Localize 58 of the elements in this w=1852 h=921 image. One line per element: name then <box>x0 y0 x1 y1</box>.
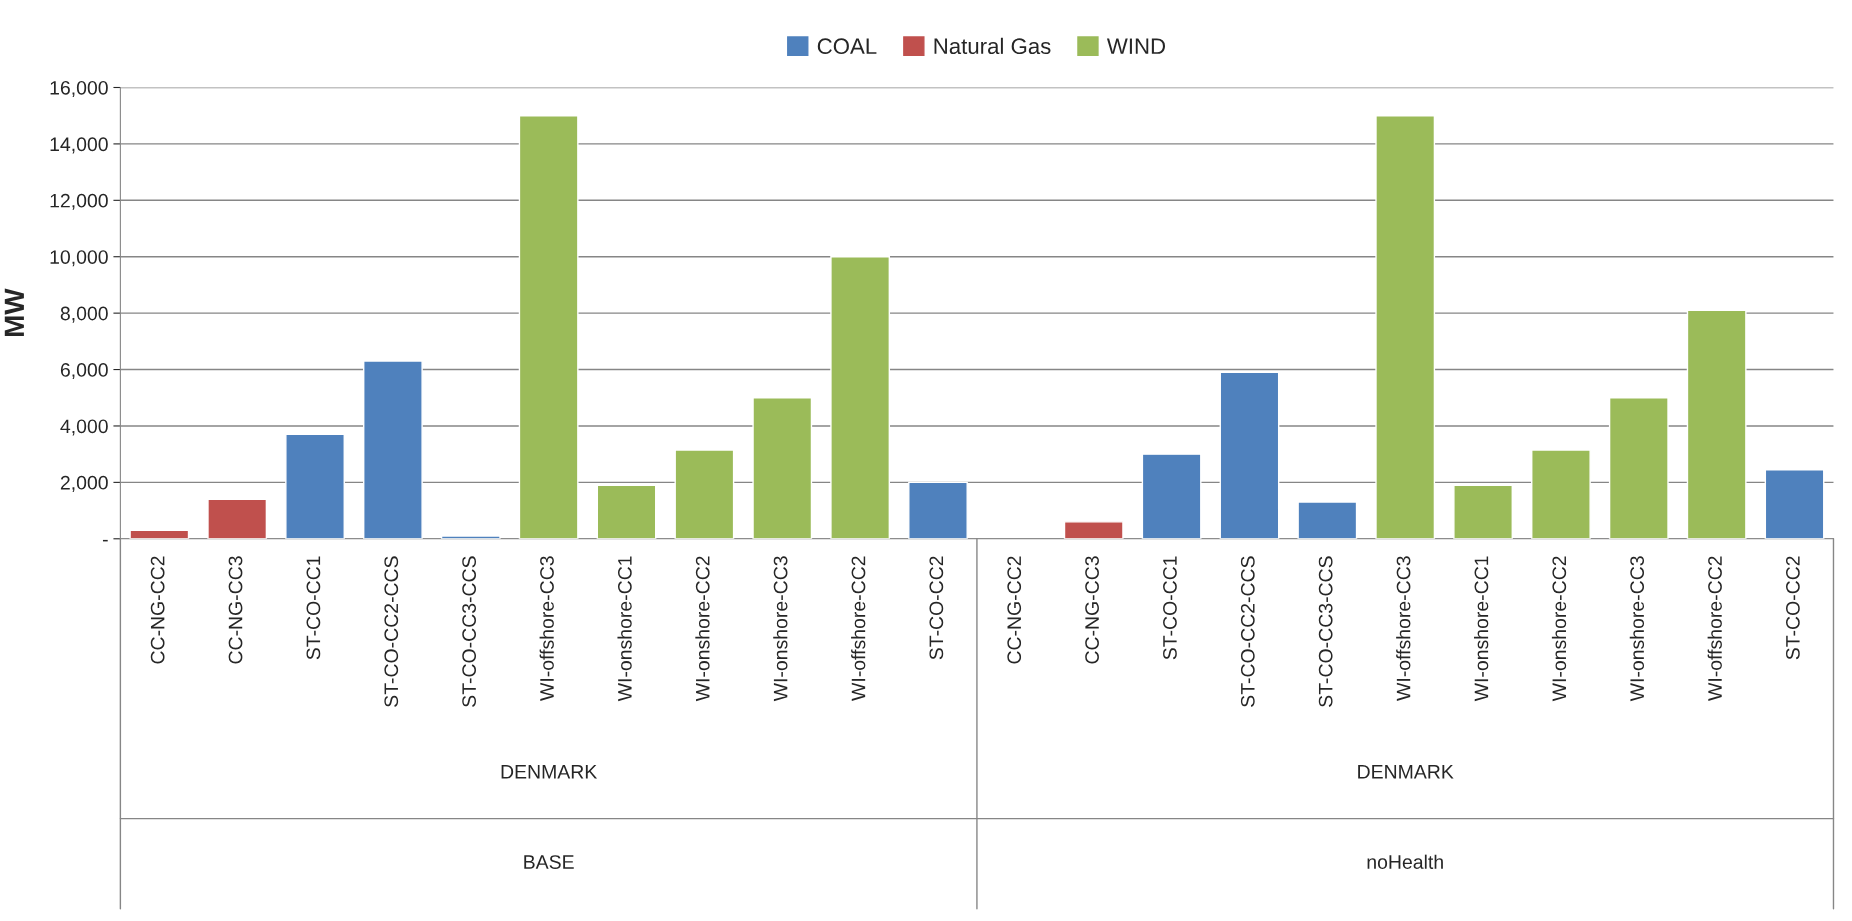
x-tick-label: CC-NG-CC3 <box>1085 556 1099 664</box>
bar <box>752 397 813 539</box>
bar <box>518 115 579 539</box>
text: BASE <box>524 855 574 869</box>
bar <box>1063 521 1124 539</box>
y-tick-label: - <box>102 539 108 542</box>
x-tick-label: CC-NG-CC2 <box>150 556 165 664</box>
x-tick-label: ST-CO-CC2-CCS <box>1240 556 1255 707</box>
bar <box>285 433 345 539</box>
bar <box>674 449 735 539</box>
x-tick-label: WI-offshore-CC2 <box>1707 556 1722 701</box>
bar <box>830 256 891 539</box>
y-tick-label: 12,000 <box>50 193 108 210</box>
x-tick-label: WI-onshore-CC1 <box>1474 556 1489 702</box>
bar <box>1375 115 1436 539</box>
bar <box>363 360 423 539</box>
text: noHealth <box>1367 854 1443 869</box>
x-tick-label: CC-NG-CC3 <box>228 556 243 664</box>
x-tick-label: WI-onshore-CC2 <box>695 556 710 702</box>
bar <box>1608 397 1669 539</box>
x-tick-label: WI-onshore-CC2 <box>1551 556 1567 702</box>
bar <box>1686 309 1747 539</box>
y-tick-label: 2,000 <box>60 475 108 492</box>
y-tick-label: 6,000 <box>60 363 108 380</box>
x-tick-label: WI-onshore-CC1 <box>617 556 632 702</box>
x-tick-label: CC-NG-CC2 <box>1007 556 1022 664</box>
x-tick-label: WI-offshore-CC3 <box>539 556 554 701</box>
text: DENMARK <box>501 765 598 779</box>
bar <box>1297 501 1358 539</box>
bar <box>1531 449 1591 539</box>
y-tick-label: 16,000 <box>50 80 108 98</box>
x-tick-label: WI-onshore-CC3 <box>1629 556 1645 702</box>
bar <box>1141 453 1202 539</box>
x-tick-label: ST-CO-CC3-CCS <box>462 556 477 707</box>
x-tick-label: ST-CO-CC1 <box>306 556 321 660</box>
legend-label: WIND <box>1106 38 1166 54</box>
legend-label: Natural Gas <box>934 37 1051 55</box>
y-tick-label: 10,000 <box>50 250 108 267</box>
x-tick-label: WI-offshore-CC2 <box>851 556 866 701</box>
y-tick-label: 8,000 <box>60 306 108 323</box>
bar <box>1764 468 1825 539</box>
x-tick-label: ST-CO-CC1 <box>1163 556 1177 660</box>
y-tick-label: 4,000 <box>60 419 108 436</box>
x-tick-label: WI-onshore-CC3 <box>773 556 788 702</box>
y-axis-title: MW <box>4 288 24 336</box>
x-tick-label: ST-CO-CC3-CCS <box>1318 556 1333 707</box>
bar <box>207 498 268 539</box>
bar <box>1453 484 1513 539</box>
bar <box>908 481 968 539</box>
y-tick-label: 14,000 <box>50 137 108 154</box>
x-tick-label: WI-offshore-CC3 <box>1396 556 1411 701</box>
text: DENMARK <box>1358 765 1454 779</box>
x-tick-label: ST-CO-CC2 <box>1786 556 1800 660</box>
legend-label: COAL <box>817 38 877 55</box>
x-tick-label: ST-CO-CC2 <box>929 556 944 660</box>
bar <box>596 484 657 539</box>
x-tick-label: ST-CO-CC2-CCS <box>384 556 399 707</box>
bar <box>1219 371 1280 539</box>
